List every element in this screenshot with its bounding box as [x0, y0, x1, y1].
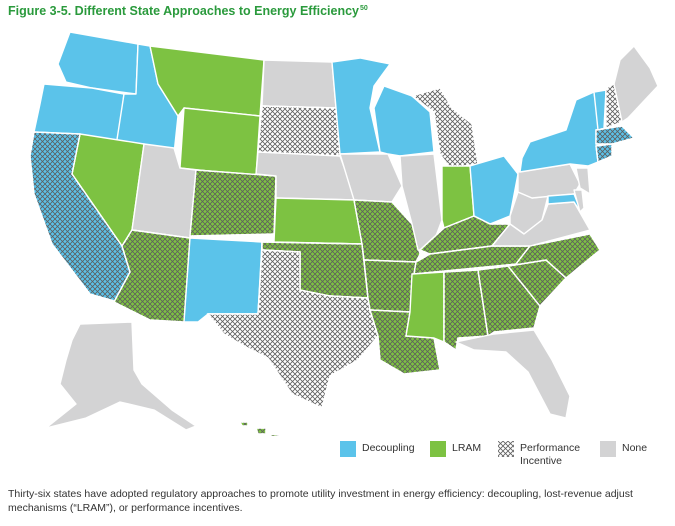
legend-item-none: None — [600, 441, 647, 457]
state-ks — [273, 197, 363, 245]
legend: Decoupling LRAM Performance Incentive No… — [340, 441, 670, 477]
state-ma-hatch — [595, 125, 636, 145]
state-nd — [261, 59, 337, 109]
state-md — [547, 193, 583, 215]
state-sd-hatch — [257, 105, 341, 157]
state-ia — [339, 153, 403, 203]
state-ct-hatch — [595, 143, 613, 164]
state-ny — [519, 91, 601, 173]
state-wy — [179, 107, 261, 177]
state-vt — [593, 89, 607, 131]
legend-swatch-none — [600, 441, 616, 457]
state-wa — [57, 31, 139, 95]
legend-label-performance: Performance Incentive — [520, 442, 581, 467]
legend-swatch-decoupling — [340, 441, 356, 457]
state-fl — [455, 329, 571, 419]
state-ms — [405, 271, 445, 343]
state-ak — [45, 321, 197, 431]
legend-item-lram: LRAM — [430, 441, 481, 457]
figure-caption: Thirty-six states have adopted regulator… — [8, 488, 633, 514]
legend-label-none: None — [622, 442, 648, 454]
legend-label-lram: LRAM — [452, 442, 482, 454]
legend-label-decoupling: Decoupling — [362, 442, 415, 454]
state-nj — [575, 167, 591, 195]
legend-swatch-performance — [498, 441, 514, 457]
us-map — [0, 24, 675, 436]
figure-title-superscript: 50 — [360, 4, 368, 12]
state-hi — [239, 421, 285, 436]
state-co-hatch — [189, 169, 277, 237]
state-ar-hatch — [363, 259, 417, 313]
state-mn — [331, 57, 391, 155]
figure-title: Figure 3-5. Different State Approaches t… — [8, 4, 368, 18]
state-de — [573, 189, 585, 213]
legend-item-performance: Performance Incentive — [498, 441, 590, 468]
state-mo-hatch — [353, 199, 421, 263]
state-me — [613, 45, 659, 123]
us-map-svg — [29, 31, 659, 436]
legend-swatch-lram — [430, 441, 446, 457]
states-layer — [29, 31, 659, 436]
state-nm — [183, 237, 263, 323]
figure-title-text: Figure 3-5. Different State Approaches t… — [8, 4, 360, 18]
legend-item-decoupling: Decoupling — [340, 441, 415, 457]
state-hi-hatch — [238, 421, 285, 436]
state-tx-hatch — [206, 249, 379, 409]
